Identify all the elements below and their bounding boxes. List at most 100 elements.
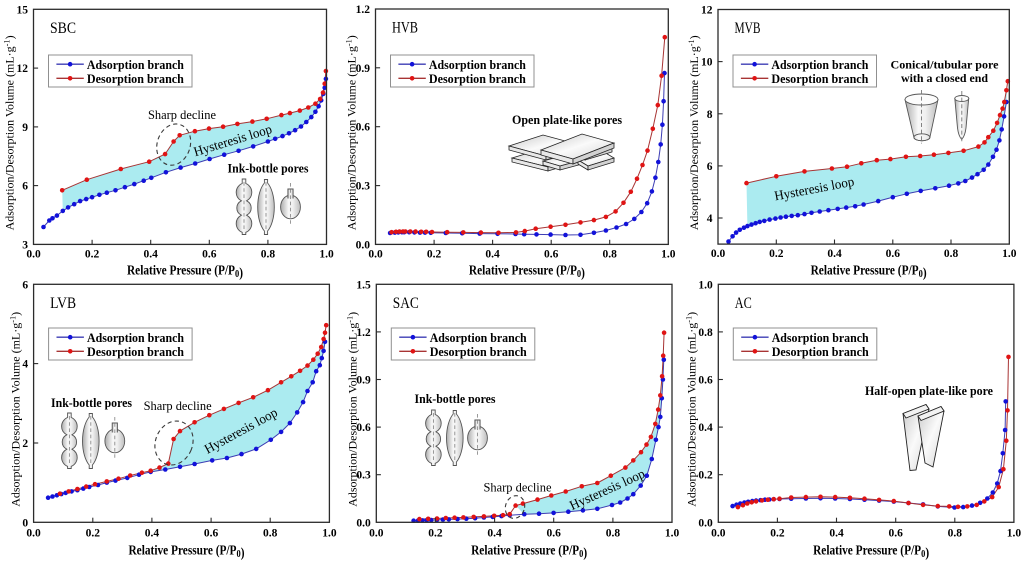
svg-text:Relative Pressure (P/P0): Relative Pressure (P/P0) [811, 262, 927, 280]
svg-text:0: 0 [22, 517, 28, 529]
svg-text:Adsorption branch: Adsorption branch [771, 58, 868, 72]
svg-text:Desorption branch: Desorption branch [87, 72, 184, 86]
svg-text:0.6: 0.6 [356, 422, 371, 434]
svg-text:Sharp decline: Sharp decline [144, 399, 212, 413]
svg-text:SBC: SBC [50, 20, 76, 37]
svg-text:8: 8 [707, 109, 713, 121]
svg-text:0.2: 0.2 [427, 249, 442, 261]
svg-text:with a closed end: with a closed end [901, 71, 988, 85]
svg-text:0.2: 0.2 [769, 248, 784, 260]
svg-text:Half-open plate-like pore: Half-open plate-like pore [865, 384, 993, 398]
svg-text:0.0: 0.0 [369, 528, 384, 540]
svg-text:1.5: 1.5 [356, 279, 371, 291]
svg-text:0.8: 0.8 [261, 249, 276, 261]
svg-text:6: 6 [22, 279, 28, 291]
svg-text:0.2: 0.2 [770, 528, 785, 540]
svg-text:Adsorption branch: Adsorption branch [772, 331, 869, 345]
svg-text:0.4: 0.4 [698, 422, 713, 434]
svg-text:Relative Pressure (P/P0): Relative Pressure (P/P0) [813, 543, 929, 561]
svg-text:9: 9 [22, 122, 28, 134]
svg-text:1.2: 1.2 [356, 4, 371, 16]
svg-text:Adsorption/Desorption Volume (: Adsorption/Desorption Volume (mL·g-1) [345, 312, 359, 507]
svg-text:0.8: 0.8 [263, 528, 278, 540]
svg-text:0.6: 0.6 [886, 248, 901, 260]
svg-text:0.8: 0.8 [606, 528, 621, 540]
svg-text:Ink-bottle pores: Ink-bottle pores [51, 396, 132, 410]
svg-text:Relative Pressure (P/P0): Relative Pressure (P/P0) [469, 263, 585, 281]
svg-text:0.9: 0.9 [356, 375, 371, 387]
svg-text:15: 15 [17, 4, 29, 16]
svg-text:0.2: 0.2 [428, 528, 443, 540]
svg-text:0.2: 0.2 [698, 470, 713, 482]
svg-text:1.0: 1.0 [698, 279, 713, 291]
svg-text:Sharp decline: Sharp decline [484, 480, 552, 494]
svg-text:0.4: 0.4 [144, 249, 159, 261]
svg-text:Desorption branch: Desorption branch [772, 345, 869, 359]
svg-text:Relative Pressure (P/P0): Relative Pressure (P/P0) [128, 543, 244, 561]
svg-text:0.3: 0.3 [356, 181, 371, 193]
svg-text:0.6: 0.6 [356, 122, 371, 134]
svg-text:0.3: 0.3 [356, 470, 371, 482]
svg-text:12: 12 [17, 63, 29, 75]
svg-text:0.8: 0.8 [944, 248, 959, 260]
svg-text:0.0: 0.0 [356, 517, 371, 529]
svg-text:0.2: 0.2 [85, 249, 100, 261]
svg-text:Adsorption branch: Adsorption branch [87, 331, 184, 345]
svg-text:0.0: 0.0 [356, 239, 371, 251]
svg-text:2: 2 [22, 438, 28, 450]
svg-text:Desorption branch: Desorption branch [430, 345, 527, 359]
svg-text:1.0: 1.0 [665, 528, 680, 540]
svg-text:0.6: 0.6 [547, 528, 562, 540]
svg-text:0.0: 0.0 [368, 249, 383, 261]
svg-text:0.9: 0.9 [356, 63, 371, 75]
svg-text:AC: AC [735, 295, 752, 312]
svg-text:0.8: 0.8 [698, 327, 713, 339]
svg-text:1.0: 1.0 [1002, 248, 1017, 260]
svg-text:Desorption branch: Desorption branch [429, 72, 526, 86]
svg-text:Adsorption/Desorption Volume (: Adsorption/Desorption Volume (mL·g-1) [3, 35, 17, 230]
svg-text:Adsorption/Desorption Volume (: Adsorption/Desorption Volume (mL·g-1) [345, 35, 359, 230]
svg-text:Adsorption/Desorption Volume (: Adsorption/Desorption Volume (mL·g-1) [684, 312, 698, 507]
svg-text:0.0: 0.0 [711, 528, 726, 540]
svg-text:3: 3 [22, 239, 28, 251]
svg-text:Adsorption/Desorption Volume (: Adsorption/Desorption Volume (mL·g-1) [8, 312, 22, 507]
svg-text:0.4: 0.4 [485, 249, 500, 261]
svg-text:0.6: 0.6 [698, 375, 713, 387]
svg-text:Open plate-like pores: Open plate-like pores [512, 113, 622, 127]
svg-text:4: 4 [707, 213, 713, 225]
svg-text:Desorption branch: Desorption branch [87, 345, 184, 359]
svg-text:Adsorption/Desorption Volume (: Adsorption/Desorption Volume (mL·g-1) [687, 35, 701, 230]
svg-text:Relative Pressure (P/P0): Relative Pressure (P/P0) [471, 543, 587, 561]
svg-text:1.0: 1.0 [1007, 528, 1022, 540]
svg-text:0.4: 0.4 [145, 528, 160, 540]
svg-text:1.0: 1.0 [319, 249, 334, 261]
svg-text:0.6: 0.6 [204, 528, 219, 540]
svg-text:0.4: 0.4 [829, 528, 844, 540]
svg-text:Sharp decline: Sharp decline [148, 108, 216, 122]
svg-text:Conical/tubular pore: Conical/tubular pore [891, 58, 1000, 72]
svg-text:SAC: SAC [393, 295, 419, 312]
svg-text:Ink-bottle pores: Ink-bottle pores [228, 162, 309, 176]
svg-text:0.0: 0.0 [698, 517, 713, 529]
svg-text:12: 12 [701, 5, 713, 17]
svg-text:0.8: 0.8 [603, 249, 618, 261]
svg-text:HVB: HVB [392, 20, 418, 37]
svg-text:6: 6 [707, 161, 713, 173]
svg-text:10: 10 [701, 57, 713, 69]
svg-text:0.4: 0.4 [487, 528, 502, 540]
svg-text:0.0: 0.0 [26, 528, 41, 540]
svg-text:0.6: 0.6 [544, 249, 559, 261]
svg-text:4: 4 [22, 359, 28, 371]
svg-text:0.4: 0.4 [827, 248, 842, 260]
svg-text:0.6: 0.6 [889, 528, 904, 540]
svg-text:Relative Pressure (P/P0): Relative Pressure (P/P0) [127, 263, 243, 281]
svg-text:Adsorption branch: Adsorption branch [87, 58, 184, 72]
svg-text:0.8: 0.8 [948, 528, 963, 540]
svg-text:0.0: 0.0 [26, 249, 41, 261]
svg-text:Adsorption branch: Adsorption branch [429, 58, 526, 72]
svg-text:Desorption branch: Desorption branch [771, 72, 868, 86]
svg-text:MVB: MVB [735, 20, 761, 37]
svg-text:0.6: 0.6 [202, 249, 217, 261]
svg-text:0.2: 0.2 [86, 528, 101, 540]
svg-text:1.2: 1.2 [356, 327, 371, 339]
